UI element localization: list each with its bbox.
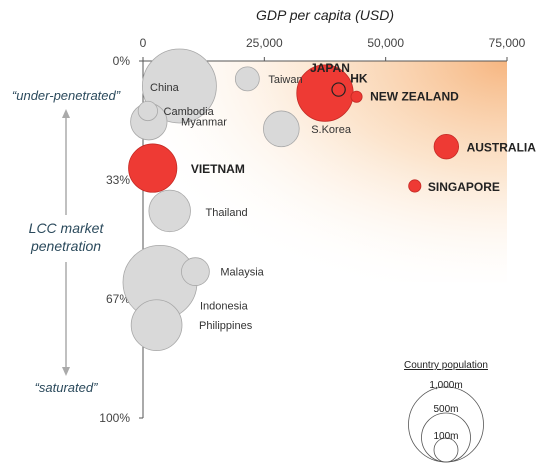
y-tick-label: 100% <box>99 411 130 425</box>
bubble-label-australia: AUSTRALIA <box>467 141 537 155</box>
bubble-label-malaysia: Malaysia <box>220 267 264 279</box>
y-arrow-down-head <box>62 367 70 376</box>
bubble-label-hk: HK <box>350 72 368 86</box>
x-axis-title: GDP per capita (USD) <box>256 7 394 23</box>
bubble-vietnam <box>128 143 178 193</box>
y-axis-title: LCC market penetration <box>29 220 105 254</box>
y-arrow-up-head <box>62 109 70 118</box>
bubble-label-cambodia: Cambodia <box>164 106 215 118</box>
x-tick-label: 75,000 <box>489 36 526 50</box>
bubble-singapore <box>408 179 422 193</box>
bubble-label-s-korea: S.Korea <box>311 124 352 136</box>
legend-entry: 500m <box>433 404 458 415</box>
y-bottom-note: “saturated” <box>35 380 99 395</box>
bubble-cambodia <box>137 100 158 122</box>
bubble-label-indonesia: Indonesia <box>200 300 249 312</box>
legend-title: Country population <box>404 360 488 371</box>
bubble-label-singapore: SINGAPORE <box>428 180 500 194</box>
bubble-label-vietnam: VIETNAM <box>191 162 245 176</box>
legend-entry: 1,000m <box>429 380 462 391</box>
y-tick-label: 0% <box>113 54 131 68</box>
bubble-thailand <box>148 189 191 233</box>
bubble-hk <box>331 82 346 97</box>
bubble-taiwan <box>234 66 260 92</box>
bubble-label-thailand: Thailand <box>205 207 247 219</box>
bubble-label-new-zealand: NEW ZEALAND <box>370 90 459 104</box>
bubble-label-philippines: Philippines <box>199 320 253 332</box>
legend-entry: 100m <box>433 431 458 442</box>
bubble-label-japan: JAPAN <box>310 61 350 75</box>
bubble-china <box>141 48 217 124</box>
y-tick-label: 67% <box>106 292 130 306</box>
legend-circle <box>433 437 459 463</box>
x-tick-label: 25,000 <box>246 36 283 50</box>
bubble-label-china: China <box>150 82 180 94</box>
legend-circle <box>408 386 484 463</box>
bubble-philippines <box>130 299 183 351</box>
bubble-new-zealand <box>350 90 363 103</box>
bubble-malaysia <box>181 257 210 286</box>
bubble-australia <box>433 134 460 160</box>
bubble-label-myanmar: Myanmar <box>181 117 227 129</box>
bubble-label-taiwan: Taiwan <box>268 74 302 86</box>
y-top-note: “under-penetrated” <box>12 88 121 103</box>
x-tick-label: 50,000 <box>367 36 404 50</box>
y-tick-label: 33% <box>106 173 130 187</box>
x-tick-label: 0 <box>140 36 147 50</box>
bubble-s-korea <box>263 110 300 148</box>
